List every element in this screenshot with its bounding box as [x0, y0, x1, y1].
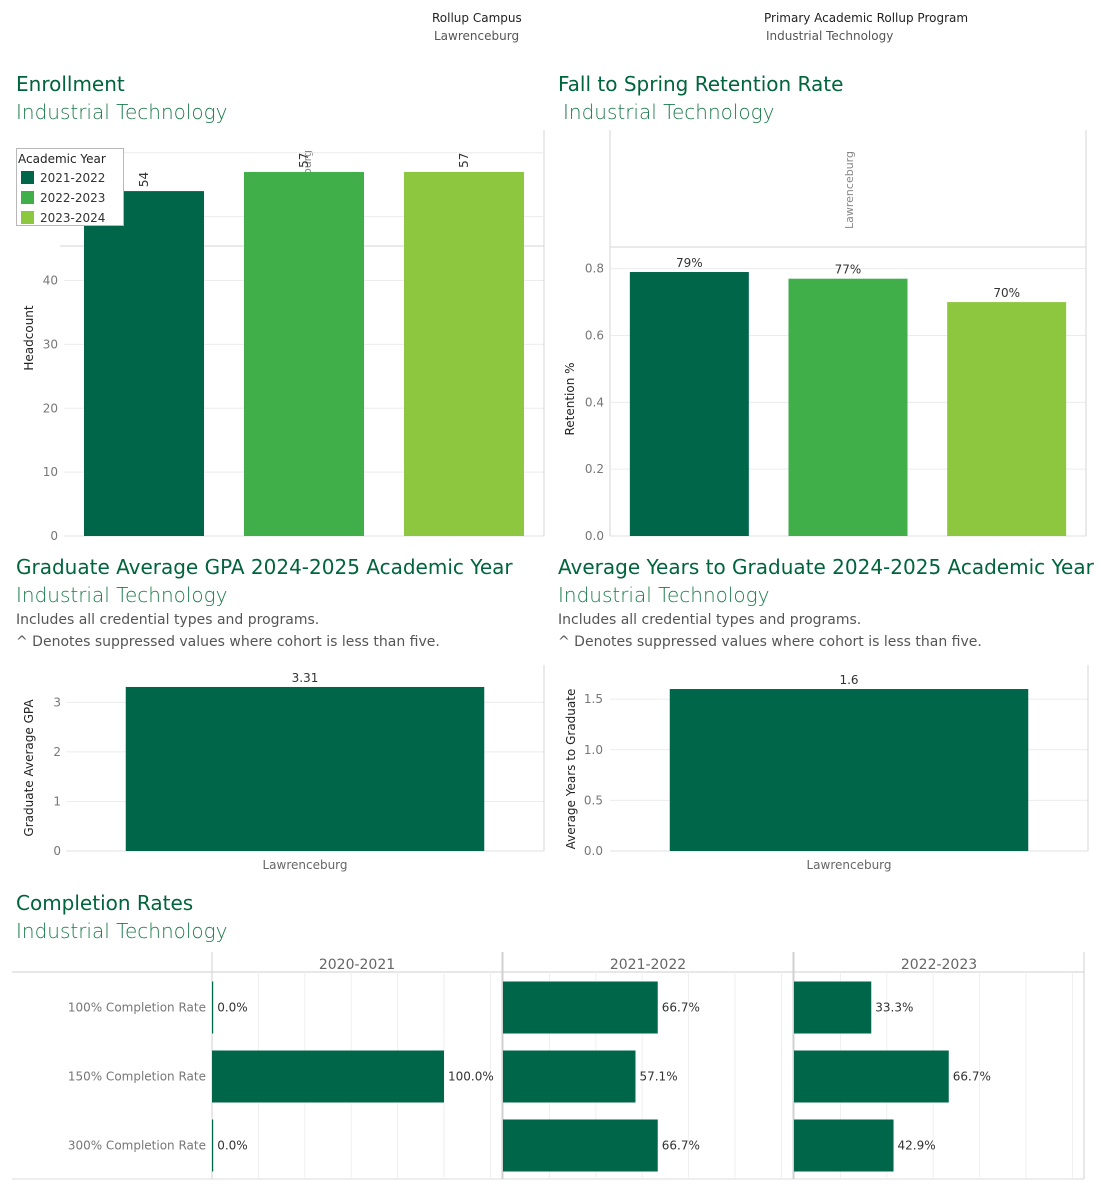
legend-item-2022-2023[interactable]: 2022-2023: [21, 190, 105, 206]
data-label: 77%: [835, 263, 862, 277]
retention-title: Fall to Spring Retention Rate: [558, 72, 844, 96]
bar-completion: [503, 1119, 658, 1172]
legend-item-2021-2022[interactable]: 2021-2022: [21, 170, 105, 186]
years-chart: 0.0 0.5 1.0 1.5 Average Years to Graduate 1.6…: [564, 665, 1089, 872]
bar-completion: [212, 1119, 214, 1172]
gpa-note-suppressed: ^ Denotes suppressed values where cohort…: [16, 634, 440, 650]
x-category-label: Lawrenceburg: [806, 858, 891, 872]
row-label: 100% Completion Rate: [68, 1001, 206, 1015]
data-label: 57: [457, 153, 471, 168]
gpa-subtitle: Industrial Technology: [16, 583, 228, 607]
completion-chart: 2020-2021 0.0% 100.0% 0.0% 2021-2022 66.7% 57.…: [12, 952, 1085, 1180]
data-label: 0.0%: [217, 1139, 248, 1153]
y-tick-label: 0.6: [585, 329, 604, 343]
y-tick-label: 0: [50, 529, 58, 540]
bar-completion: [794, 981, 872, 1034]
data-label: 57.1%: [639, 1070, 677, 1084]
legend-swatch-2021-2022: [21, 171, 34, 184]
data-label: 57: [297, 153, 311, 168]
y-tick-label: 0.4: [585, 395, 604, 409]
column-header: 2022-2023: [901, 957, 977, 973]
y-axis-label: Headcount: [22, 305, 36, 371]
data-label: 66.7%: [662, 1001, 700, 1015]
completion-subtitle: Industrial Technology: [16, 919, 228, 943]
row-label: 150% Completion Rate: [68, 1070, 206, 1084]
data-label: 66.7%: [953, 1070, 991, 1084]
y-tick-label: 3: [53, 695, 61, 709]
data-label: 100.0%: [448, 1070, 494, 1084]
y-tick-label: 1.0: [584, 743, 603, 757]
y-tick-label: 0.5: [584, 793, 603, 807]
bar-2022-2023: [788, 278, 908, 536]
y-tick-label: 10: [43, 465, 58, 479]
legend-title: Academic Year: [18, 152, 106, 166]
y-tick-label: 2: [53, 745, 61, 759]
years-note-credentials: Includes all credential types and progra…: [558, 612, 862, 628]
y-axis-label: Average Years to Graduate: [564, 689, 578, 850]
data-label: 70%: [993, 286, 1020, 300]
retention-subtitle: Industrial Technology: [563, 100, 775, 124]
y-tick-label: 30: [43, 337, 58, 351]
data-label: 42.9%: [898, 1139, 936, 1153]
bar-completion: [212, 981, 214, 1034]
bar-lawrenceburg: [125, 686, 485, 851]
bar-completion: [794, 1050, 949, 1103]
data-label: 1.6: [839, 673, 858, 687]
y-tick-label: 0.2: [585, 462, 604, 476]
legend-swatch-2023-2024: [21, 211, 34, 224]
data-label: 33.3%: [875, 1001, 913, 1015]
y-tick-label: 40: [43, 274, 58, 288]
enrollment-title: Enrollment: [16, 72, 125, 96]
legend-item-2023-2024[interactable]: 2023-2024: [21, 210, 105, 226]
years-subtitle: Industrial Technology: [558, 583, 770, 607]
legend-label-2023-2024: 2023-2024: [40, 211, 106, 225]
bar-2023-2024: [404, 171, 524, 536]
years-title: Average Years to Graduate 2024-2025 Acad…: [558, 555, 1094, 579]
column-header: 2020-2021: [319, 957, 395, 973]
gpa-note-credentials: Includes all credential types and progra…: [16, 612, 320, 628]
completion-title: Completion Rates: [16, 891, 194, 915]
column-header: 2021-2022: [610, 957, 686, 973]
legend-swatch-2022-2023: [21, 191, 34, 204]
retention-chart: Lawrenceburg 0.0 0.2 0.4 0.6 0.8 Retention % 79…: [563, 130, 1087, 540]
enrollment-legend: Academic Year 2021-2022 2022-2023 2023-2…: [16, 148, 124, 226]
panel-header-label: Lawrenceburg: [843, 151, 856, 229]
y-tick-label: 1: [53, 794, 61, 808]
row-label: 300% Completion Rate: [68, 1139, 206, 1153]
data-label: 0.0%: [217, 1001, 248, 1015]
campus-filter-value[interactable]: Lawrenceburg: [434, 29, 520, 43]
enrollment-subtitle: Industrial Technology: [16, 100, 228, 124]
gpa-chart: 0 1 2 3 Graduate Average GPA 3.31 Lawrenceburg: [22, 665, 545, 872]
legend-label-2022-2023: 2022-2023: [40, 191, 106, 205]
y-tick-label: 1.5: [584, 692, 603, 706]
y-tick-label: 20: [43, 401, 58, 415]
gpa-title: Graduate Average GPA 2024-2025 Academic …: [16, 555, 513, 579]
y-tick-label: 0.0: [585, 529, 604, 540]
bar-completion: [503, 1050, 636, 1103]
bar-2021-2022: [629, 272, 749, 536]
legend-label-2021-2022: 2021-2022: [40, 171, 106, 185]
data-label: 79%: [676, 256, 703, 270]
bar-2021-2022: [84, 191, 204, 536]
data-label: 54: [137, 172, 151, 187]
enrollment-chart: Lawrenceburg0102030405060Headcount545757: [22, 130, 545, 540]
bar-2022-2023: [244, 171, 364, 536]
bar-2023-2024: [947, 302, 1067, 536]
program-filter-value[interactable]: Industrial Technology: [766, 29, 894, 43]
y-tick-label: 0.8: [585, 262, 604, 276]
data-label: 3.31: [292, 671, 319, 685]
y-tick-label: 0.0: [584, 844, 603, 858]
program-filter-label: Primary Academic Rollup Program: [764, 11, 969, 25]
campus-filter-label: Rollup Campus: [432, 11, 522, 25]
x-category-label: Lawrenceburg: [262, 858, 347, 872]
years-note-suppressed: ^ Denotes suppressed values where cohort…: [558, 634, 982, 650]
bar-completion: [212, 1050, 444, 1103]
y-axis-label: Retention %: [563, 362, 577, 435]
y-axis-label: Graduate Average GPA: [22, 699, 36, 837]
bar-completion: [794, 1119, 894, 1172]
bar-completion: [503, 981, 658, 1034]
y-tick-label: 0: [53, 844, 61, 858]
data-label: 66.7%: [662, 1139, 700, 1153]
bar-lawrenceburg: [669, 689, 1029, 851]
